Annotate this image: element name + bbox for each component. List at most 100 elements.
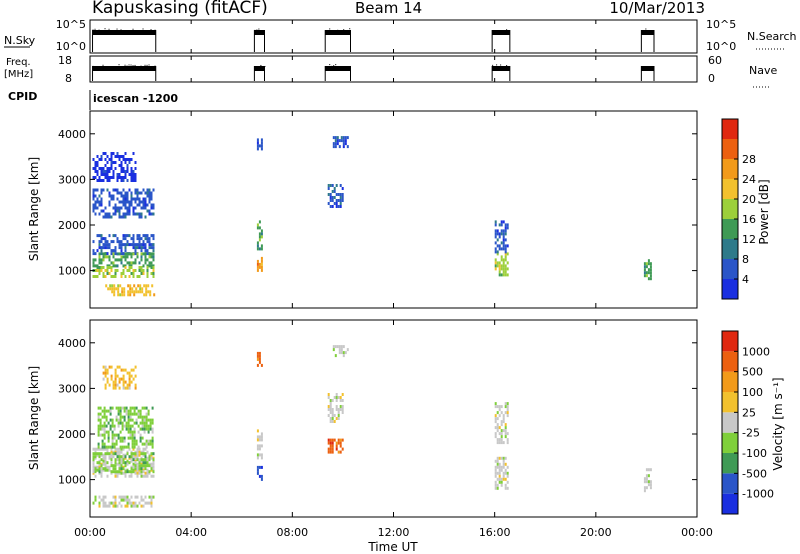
power-cell <box>146 203 149 207</box>
power-cell <box>106 264 109 268</box>
power-cell <box>110 269 113 272</box>
power-cell <box>504 247 507 251</box>
velocity-cell <box>146 468 149 472</box>
velocity-cell <box>500 468 503 472</box>
freq-speck <box>148 64 150 66</box>
freq-speck <box>152 66 154 68</box>
power-cell <box>114 252 117 256</box>
velocity-cell <box>500 429 503 433</box>
velocity-cell <box>340 348 343 352</box>
power-cell <box>122 252 125 256</box>
velocity-cell <box>94 495 97 499</box>
velocity-cell <box>106 474 109 478</box>
power-cell <box>132 269 135 272</box>
power-cell <box>108 212 111 216</box>
power-cell <box>136 191 139 195</box>
velocity-cell <box>111 436 114 440</box>
velocity-cell <box>130 455 133 459</box>
power-cell <box>94 167 97 170</box>
power-cell <box>340 139 343 143</box>
power-cell <box>138 261 141 265</box>
power-cell <box>105 284 108 288</box>
power-cell <box>645 271 648 275</box>
y-tick-label: 4000 <box>58 128 86 141</box>
power-cell <box>128 188 131 192</box>
velocity-cell <box>127 415 130 419</box>
power-cell <box>106 170 109 173</box>
power-cell <box>142 264 145 268</box>
power-cell <box>331 205 334 208</box>
velocity-cell <box>98 504 101 508</box>
velocity-cell <box>134 374 137 378</box>
power-cell <box>126 212 129 216</box>
power-cell <box>498 270 501 274</box>
velocity-cell <box>128 374 131 378</box>
velocity-cell <box>114 464 117 468</box>
velocity-cell <box>502 474 505 478</box>
power-cell <box>102 209 105 213</box>
power-cell <box>120 246 123 250</box>
power-cell <box>112 152 115 155</box>
power-cell <box>498 261 501 265</box>
velocity-cell <box>147 409 150 413</box>
freq-unit: [MHz] <box>4 69 33 80</box>
power-cell <box>120 179 123 182</box>
power-cell <box>116 269 119 272</box>
freq-tick-top: 18 <box>58 54 72 67</box>
velocity-cell <box>131 445 134 449</box>
power-cell <box>121 293 124 297</box>
velocity-cell <box>131 430 134 434</box>
velocity-cell <box>102 501 105 505</box>
power-cell <box>258 220 261 224</box>
power-cell <box>94 212 97 216</box>
velocity-cell <box>134 501 137 505</box>
power-cell <box>114 206 117 210</box>
velocity-cell <box>125 424 128 428</box>
nsky-speck <box>154 29 156 31</box>
velocity-cell <box>104 455 107 459</box>
velocity-cell <box>120 455 123 459</box>
freq-speck <box>256 66 258 68</box>
nsky-speck <box>333 30 335 32</box>
velocity-cell <box>141 406 144 410</box>
velocity-cell <box>109 409 112 413</box>
velocity-cell <box>496 405 499 409</box>
velocity-cell <box>258 438 261 442</box>
velocity-cell <box>96 447 99 451</box>
velocity-cell <box>148 464 151 468</box>
velocity-cell <box>331 447 334 451</box>
velocity-cell <box>118 455 121 459</box>
freq-tick-bottom: 8 <box>65 72 72 85</box>
freq-speck <box>506 65 508 67</box>
power-cell <box>339 202 342 205</box>
power-cell <box>152 203 155 207</box>
velocity-cell <box>335 444 338 448</box>
velocity-cell <box>100 452 103 456</box>
velocity-cell <box>102 371 105 375</box>
power-cell <box>110 158 113 161</box>
velocity-cell <box>97 415 100 419</box>
velocity-cell <box>119 421 122 425</box>
velocity-cell <box>124 470 127 474</box>
power-cell <box>106 266 109 269</box>
power-cell <box>500 241 503 245</box>
power-cell <box>140 272 143 275</box>
power-cell <box>142 188 145 192</box>
velocity-cell <box>135 406 138 410</box>
power-cell <box>98 212 101 216</box>
power-cell <box>134 173 137 176</box>
nsky-speck <box>347 29 349 31</box>
power-cell <box>647 271 650 275</box>
power-cell <box>131 290 134 294</box>
power-cell <box>111 287 114 291</box>
freq-speck <box>345 66 347 68</box>
velocity-cell <box>92 447 95 451</box>
velocity-cell <box>106 371 109 375</box>
velocity-cell <box>100 498 103 502</box>
velocity-cell <box>141 415 144 419</box>
velocity-cell <box>143 418 146 422</box>
power-cell <box>138 269 141 272</box>
power-cell <box>130 197 133 201</box>
velocity-cell <box>498 438 501 442</box>
velocity-cell <box>107 445 110 449</box>
